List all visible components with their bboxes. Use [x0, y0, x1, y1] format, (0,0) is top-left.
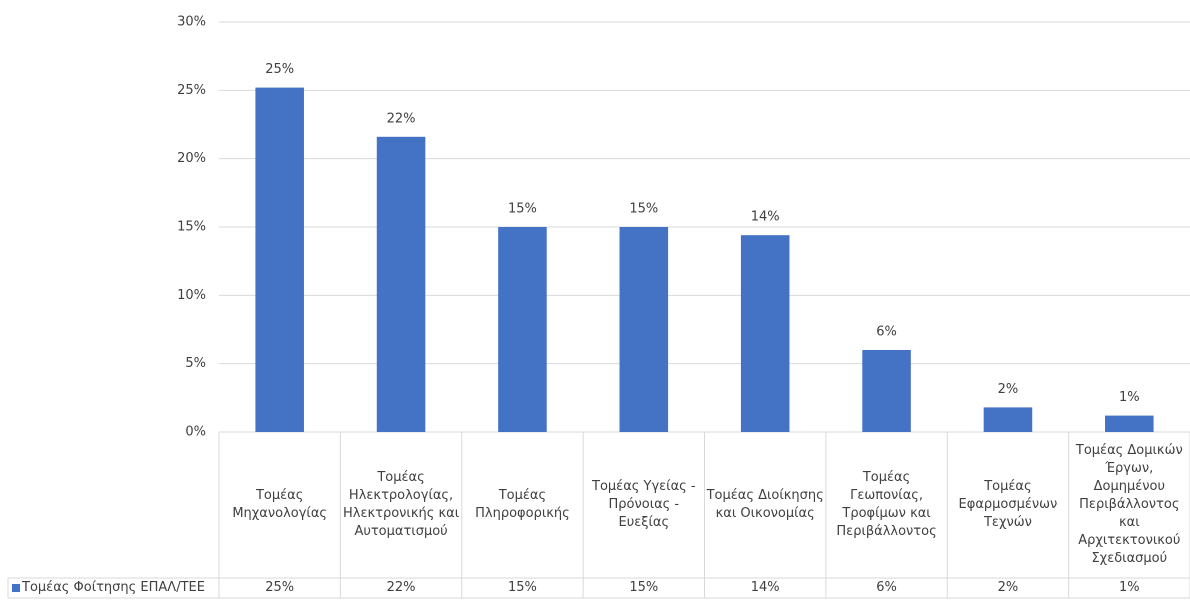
legend-key — [12, 584, 20, 592]
bar — [376, 136, 426, 433]
bar — [862, 350, 911, 432]
y-tick-label: 30% — [177, 15, 206, 30]
bar — [740, 235, 790, 432]
table-value: 1% — [1119, 580, 1140, 595]
category-label: Τομέας Υγείας - Πρόνοιας - Ευεξίας — [592, 479, 696, 530]
bar — [983, 407, 1033, 432]
category-label: Τομέας Γεωπονίας, Τροφίμων και Περιβάλλο… — [836, 470, 937, 539]
data-label: 14% — [751, 210, 780, 225]
data-label: 22% — [387, 111, 416, 126]
category-label: Τομέας Εφαρμοσμένων Τεχνών — [958, 479, 1058, 530]
bar — [255, 87, 304, 432]
y-tick-label: 5% — [185, 356, 206, 371]
data-label: 6% — [876, 325, 897, 340]
table-value: 14% — [750, 580, 780, 595]
category-label: Τομέας Μηχανολογίας — [232, 488, 328, 521]
legend-entry: Τομέας Φοίτησης ΕΠΑΛ/ΤΕΕ — [22, 580, 205, 595]
bar — [619, 227, 669, 432]
y-tick-label: 15% — [177, 220, 206, 235]
bar — [1105, 415, 1154, 432]
y-tick-label: 25% — [177, 83, 206, 98]
bar — [498, 227, 547, 432]
y-tick-label: 10% — [177, 288, 206, 303]
data-label: 25% — [265, 62, 294, 77]
category-label: Τομέας Πληροφορικής — [475, 488, 570, 521]
category-label: Τομέας Ηλεκτρολογίας, Ηλεκτρονικής και Α… — [342, 470, 460, 539]
table-value: 25% — [265, 580, 295, 595]
table-value: 22% — [386, 580, 416, 595]
table-value: 2% — [997, 580, 1019, 595]
data-label: 1% — [1119, 390, 1140, 405]
table-value: 15% — [629, 580, 659, 595]
data-label: 2% — [998, 382, 1019, 397]
data-label: 15% — [508, 202, 537, 217]
y-tick-label: 0% — [185, 425, 206, 440]
category-label: Τομέας Διοίκησης και Οικονομίας — [706, 488, 824, 521]
data-label: 15% — [629, 202, 658, 217]
category-label: Τομέας Δομικών Έργων, Δομημένου Περιβάλλ… — [1075, 443, 1183, 566]
table-value: 15% — [507, 580, 537, 595]
y-tick-label: 20% — [177, 151, 206, 166]
table-value: 6% — [876, 580, 897, 595]
